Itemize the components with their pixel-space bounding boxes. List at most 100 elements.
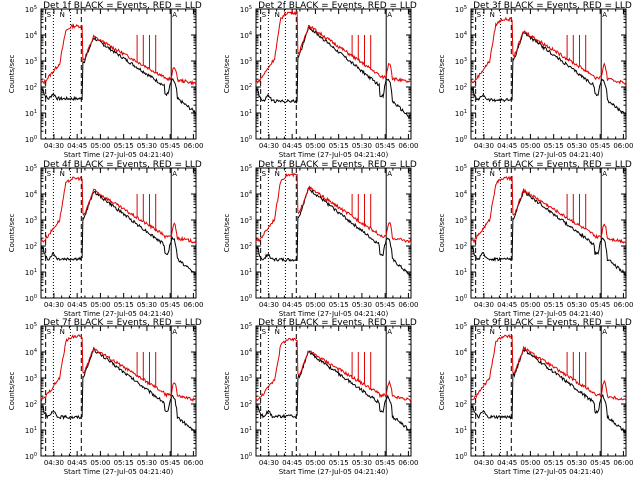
- n-marker-label: N: [275, 328, 280, 336]
- a-marker-label: A: [387, 11, 392, 19]
- plot-area: Det 9f BLACK = Events, RED = LLD 100 101 10…: [438, 318, 634, 476]
- y-tick-label: 102: [455, 400, 467, 409]
- chart-title: Det 6f BLACK = Events, RED = LLD: [473, 160, 632, 170]
- s-marker-label: S: [262, 170, 267, 178]
- n-marker-label: N: [275, 170, 280, 178]
- x-tick-label: 05:00: [520, 459, 540, 467]
- x-axis-label: Start Time (27-Jul-05 04:21:40): [64, 310, 174, 318]
- x-tick-label: 05:15: [329, 142, 349, 150]
- x-tick-label: 05:45: [590, 459, 610, 467]
- series-lld-line: [470, 175, 627, 244]
- s-marker-label: S: [47, 328, 52, 336]
- chart-title: Det 2f BLACK = Events, RED = LLD: [258, 1, 417, 11]
- chart-title: Det 4f BLACK = Events, RED = LLD: [43, 160, 202, 170]
- x-tick-label: 04:45: [497, 459, 517, 467]
- y-axis-label: Counts/sec: [8, 372, 16, 411]
- y-tick-label: 100: [455, 452, 467, 461]
- y-tick-label: 105: [25, 5, 37, 14]
- y-tick-label: 105: [240, 5, 252, 14]
- y-tick-label: 101: [455, 268, 467, 277]
- y-axis-label: Counts/sec: [223, 372, 231, 411]
- series-lld-line: [255, 172, 412, 244]
- y-tick-label: 102: [240, 400, 252, 409]
- plot-frame: [470, 325, 627, 457]
- y-tick-label: 104: [25, 348, 37, 357]
- y-tick-label: 103: [25, 216, 37, 225]
- y-tick-label: 105: [455, 164, 467, 173]
- series-lld-line: [40, 334, 197, 403]
- a-marker-label: A: [172, 11, 177, 19]
- x-tick-label: 05:30: [137, 142, 157, 150]
- y-tick-label: 102: [25, 242, 37, 251]
- series-lld-line: [40, 176, 197, 244]
- plot-frame: [40, 167, 197, 299]
- series-lld-line: [40, 23, 197, 86]
- series-events-line: [40, 37, 197, 115]
- x-tick-label: 05:45: [160, 301, 180, 309]
- x-tick-label: 05:30: [352, 301, 372, 309]
- x-tick-label: 05:15: [329, 459, 349, 467]
- n-marker-label: N: [490, 11, 495, 19]
- y-axis-label: Counts/sec: [438, 214, 446, 253]
- plot-area: Det 6f BLACK = Events, RED = LLD 100 101 10…: [438, 160, 634, 318]
- x-tick-label: 06:00: [183, 142, 203, 150]
- series-events-line: [255, 187, 412, 277]
- x-tick-label: 05:30: [567, 142, 587, 150]
- x-tick-label: 04:45: [282, 459, 302, 467]
- y-tick-label: 104: [240, 190, 252, 199]
- x-tick-label: 06:00: [613, 459, 633, 467]
- s-marker-label: S: [262, 11, 267, 19]
- x-tick-label: 05:45: [375, 301, 395, 309]
- x-tick-label: 05:00: [305, 142, 325, 150]
- s-marker-label: S: [47, 170, 52, 178]
- series-lld-line: [255, 9, 412, 84]
- chart-panel-8: Det 8f BLACK = Events, RED = LLD 100 101 10…: [223, 318, 419, 476]
- y-axis-label: Counts/sec: [438, 372, 446, 411]
- x-tick-label: 05:00: [520, 142, 540, 150]
- y-tick-label: 101: [25, 268, 37, 277]
- x-tick-label: 06:00: [398, 142, 418, 150]
- series-events-line: [470, 348, 627, 434]
- x-tick-label: 06:00: [613, 301, 633, 309]
- y-axis-label: Counts/sec: [8, 55, 16, 94]
- y-tick-label: 101: [240, 109, 252, 118]
- x-tick-label: 04:45: [282, 142, 302, 150]
- x-tick-label: 06:00: [398, 301, 418, 309]
- chart-title: Det 3f BLACK = Events, RED = LLD: [473, 1, 632, 11]
- plot-frame: [470, 8, 627, 140]
- a-marker-label: A: [387, 328, 392, 336]
- s-marker-label: S: [262, 328, 267, 336]
- y-tick-label: 100: [25, 452, 37, 461]
- y-tick-label: 105: [25, 164, 37, 173]
- y-tick-label: 103: [240, 216, 252, 225]
- x-axis-label: Start Time (27-Jul-05 04:21:40): [279, 468, 389, 476]
- series-events-line: [255, 350, 412, 432]
- y-tick-label: 103: [455, 57, 467, 66]
- a-marker-label: A: [602, 328, 607, 336]
- x-tick-label: 04:30: [259, 459, 279, 467]
- x-tick-label: 04:30: [474, 459, 494, 467]
- x-tick-label: 05:00: [90, 142, 110, 150]
- s-marker-label: S: [477, 328, 482, 336]
- series-lld-line: [470, 333, 627, 402]
- x-axis-label: Start Time (27-Jul-05 04:21:40): [279, 151, 389, 159]
- x-tick-label: 05:15: [544, 301, 564, 309]
- series-events-line: [470, 190, 627, 277]
- x-tick-label: 06:00: [613, 142, 633, 150]
- y-tick-label: 104: [240, 31, 252, 40]
- y-tick-label: 101: [240, 426, 252, 435]
- x-tick-label: 04:45: [67, 142, 87, 150]
- y-tick-label: 101: [455, 109, 467, 118]
- x-tick-label: 04:45: [497, 142, 517, 150]
- y-tick-label: 100: [240, 135, 252, 144]
- chart-panel-3: Det 3f BLACK = Events, RED = LLD 100 101 10…: [438, 1, 634, 159]
- y-tick-label: 100: [240, 294, 252, 303]
- y-tick-label: 103: [25, 57, 37, 66]
- x-tick-label: 06:00: [183, 459, 203, 467]
- x-tick-label: 05:45: [160, 459, 180, 467]
- chart-title: Det 5f BLACK = Events, RED = LLD: [258, 160, 417, 170]
- y-tick-label: 101: [455, 426, 467, 435]
- x-tick-label: 05:15: [544, 142, 564, 150]
- y-tick-label: 105: [455, 322, 467, 331]
